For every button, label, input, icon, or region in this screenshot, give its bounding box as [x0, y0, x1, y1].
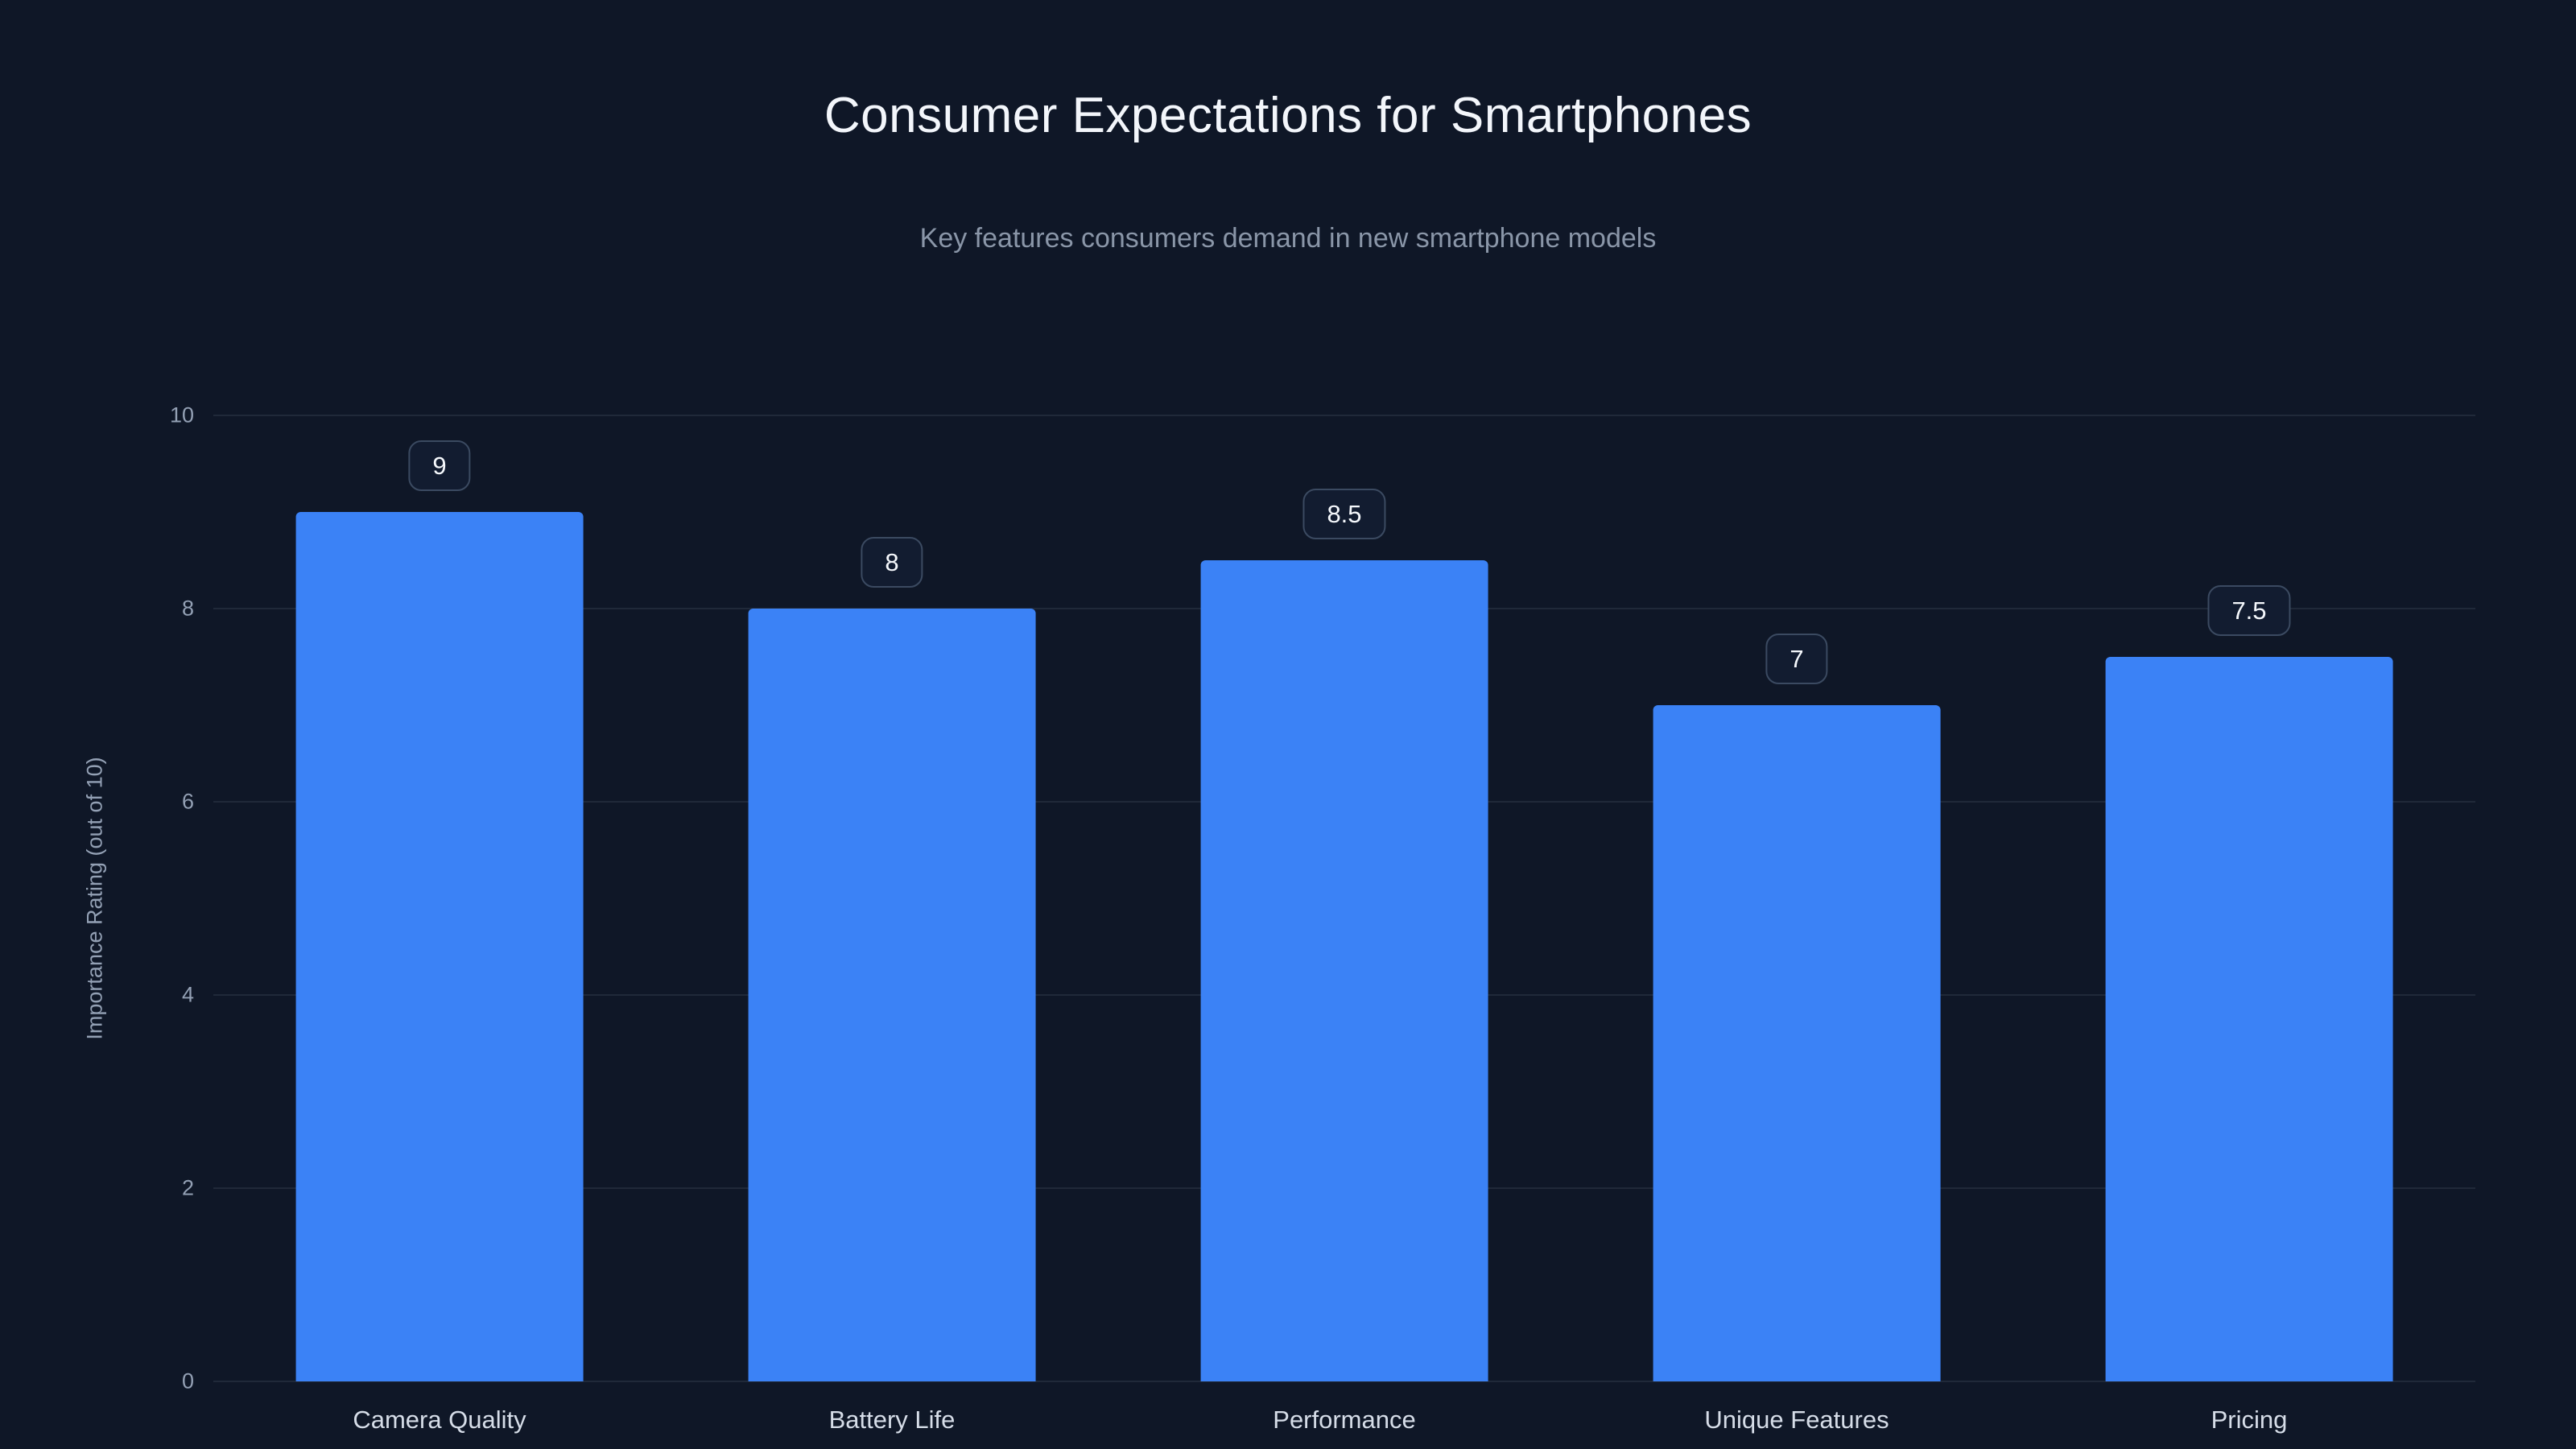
y-tick-label-2: 2 — [181, 1175, 194, 1200]
y-axis-title: Importance Rating (out of 10) — [82, 757, 107, 1040]
bar-column-2: 8.5 — [1118, 415, 1571, 1381]
bar-column-3: 7 — [1571, 415, 2023, 1381]
chart-title: Consumer Expectations for Smartphones — [824, 88, 1752, 143]
y-tick-label-4: 4 — [181, 982, 194, 1007]
x-tick-label-3: Unique Features — [1704, 1406, 1889, 1434]
y-tick-label-6: 6 — [181, 789, 194, 814]
x-tick-label-2: Performance — [1273, 1406, 1416, 1434]
gridline-y-0 — [213, 1381, 2475, 1382]
bar-3[interactable] — [1653, 705, 1941, 1381]
bar-column-4: 7.5 — [2023, 415, 2475, 1381]
bar-2[interactable] — [1200, 560, 1488, 1381]
bar-column-0: 9 — [213, 415, 666, 1381]
value-badge-4: 7.5 — [2207, 585, 2291, 636]
y-tick-label-0: 0 — [181, 1368, 194, 1393]
value-badge-0: 9 — [408, 440, 471, 491]
x-tick-label-4: Pricing — [2211, 1406, 2288, 1434]
bars-row: 9 8 8.5 7 7.5 — [213, 415, 2475, 1381]
y-tick-label-8: 8 — [181, 596, 194, 621]
value-badge-2: 8.5 — [1302, 489, 1386, 539]
x-tick-label-1: Battery Life — [828, 1406, 956, 1434]
x-axis-labels: Camera Quality Battery Life Performance Uni… — [213, 1406, 2475, 1435]
bar-1[interactable] — [748, 609, 1036, 1381]
bar-column-1: 8 — [666, 415, 1118, 1381]
chart-subtitle: Key features consumers demand in new sma… — [919, 223, 1657, 254]
x-tick-label-0: Camera Quality — [353, 1406, 526, 1434]
gridline-y-10 — [213, 415, 2475, 416]
y-tick-label-10: 10 — [169, 402, 194, 427]
bar-4[interactable] — [2105, 657, 2393, 1381]
plot-area: 9 8 8.5 7 7.5 0 2 4 6 8 10 — [170, 404, 2475, 1392]
chart-container: Consumer Expectations for Smartphones Ke… — [0, 87, 2576, 1449]
value-badge-1: 8 — [861, 537, 923, 588]
value-badge-3: 7 — [1765, 634, 1828, 684]
bar-0[interactable] — [295, 512, 584, 1381]
